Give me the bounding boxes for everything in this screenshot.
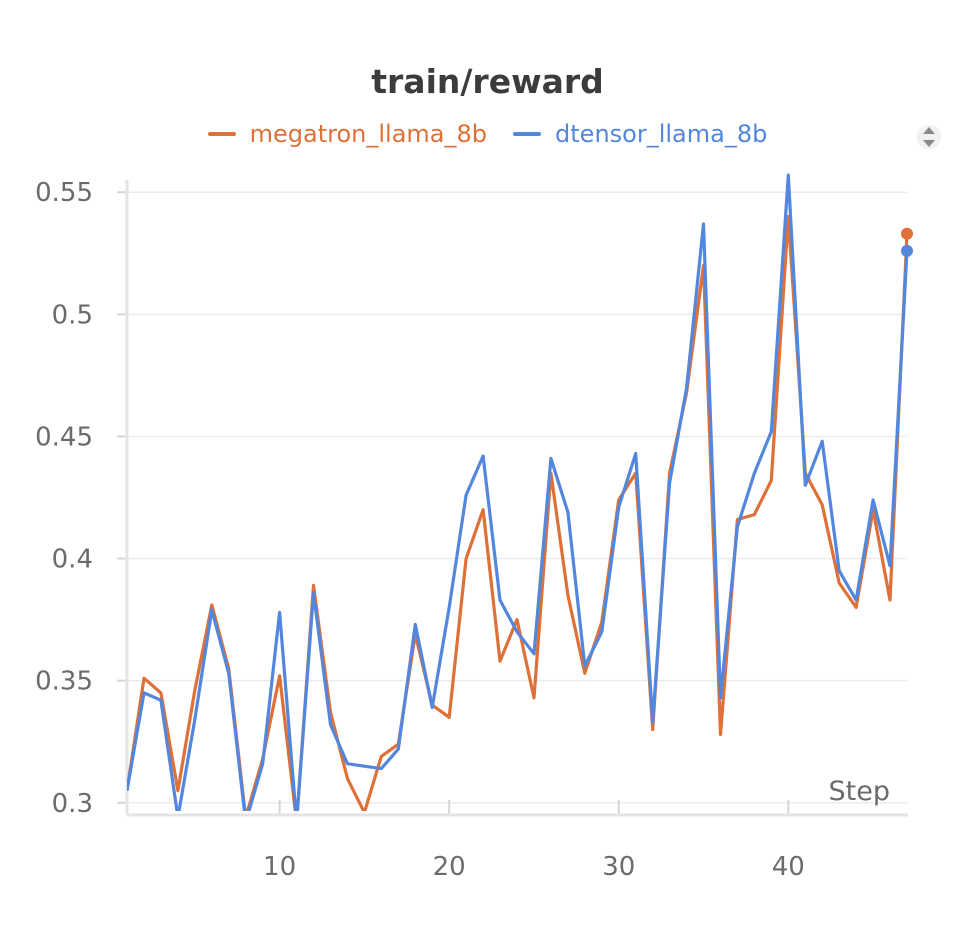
- x-axis-label: Step: [829, 776, 890, 807]
- legend-label-megatron: megatron_llama_8b: [249, 120, 488, 148]
- legend-scroll-control[interactable]: [916, 120, 942, 154]
- series-endpoint-megatron: [901, 227, 913, 240]
- x-tick-label: 10: [263, 852, 296, 882]
- chart-title: train/reward: [371, 62, 604, 101]
- x-tick-label: 20: [433, 852, 466, 882]
- x-tick-labels: 10 20 30 40: [263, 852, 805, 882]
- y-tick-label: 0.45: [35, 422, 93, 452]
- x-tick-label: 30: [602, 852, 635, 882]
- y-tick-label: 0.4: [52, 545, 93, 575]
- series-line-dtensor: [127, 173, 909, 811]
- legend: megatron_llama_8b dtensor_llama_8b: [0, 120, 975, 148]
- legend-entry-megatron[interactable]: megatron_llama_8b: [207, 120, 488, 148]
- legend-label-dtensor: dtensor_llama_8b: [555, 120, 768, 148]
- y-tick-label: 0.5: [52, 300, 93, 330]
- grid: [117, 191, 907, 815]
- axes: [125, 180, 908, 817]
- series-line-megatron: [127, 215, 909, 811]
- y-tick-label: 0.55: [35, 178, 93, 208]
- y-tick-label: 0.35: [35, 667, 93, 697]
- y-tick-labels: 0.3 0.35 0.4 0.45 0.5 0.55: [35, 178, 93, 819]
- x-tick-label: 40: [772, 852, 805, 882]
- up-down-arrows-icon: [917, 125, 941, 149]
- legend-entry-dtensor[interactable]: dtensor_llama_8b: [513, 120, 767, 148]
- y-tick-label: 0.3: [52, 789, 93, 819]
- legend-swatch-dtensor: [513, 132, 542, 136]
- series-endpoint-dtensor: [901, 244, 913, 257]
- series: [127, 173, 913, 811]
- legend-swatch-megatron: [207, 132, 236, 136]
